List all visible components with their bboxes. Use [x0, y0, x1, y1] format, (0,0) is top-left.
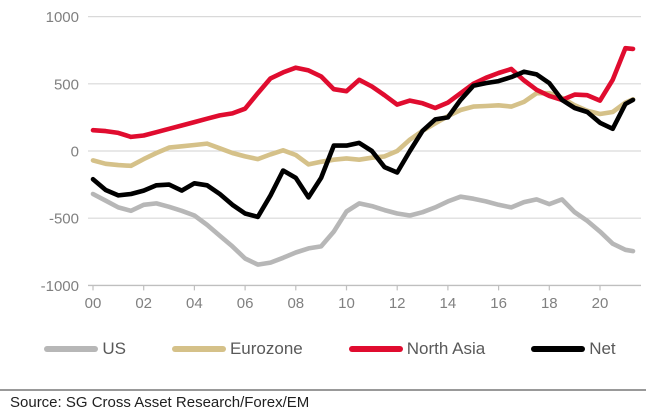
- y-tick-label: -1000: [41, 278, 79, 295]
- legend-label-north-asia: North Asia: [406, 339, 486, 358]
- y-tick-label: 1000: [46, 9, 79, 26]
- x-tick-label: 08: [287, 295, 304, 312]
- us-line-swatch: [44, 345, 99, 352]
- x-tick-label: 10: [338, 295, 355, 312]
- legend-label-us: US: [102, 339, 126, 358]
- x-tick-label: 06: [237, 295, 254, 312]
- x-tick-label: 04: [186, 295, 203, 312]
- source-divider: [0, 389, 646, 391]
- eurozone-line-swatch: [171, 345, 226, 352]
- x-tick-label: 14: [440, 295, 457, 312]
- legend-item-net: Net: [531, 339, 616, 358]
- legend-item-us: US: [44, 340, 126, 357]
- x-tick-label: 20: [592, 295, 609, 312]
- y-tick-label: -500: [49, 211, 79, 228]
- series-line-net: [90, 69, 636, 220]
- chart-legend: US Eurozone North Asia Net: [0, 340, 646, 357]
- source-text: Source: SG Cross Asset Research/Forex/EM: [10, 394, 310, 411]
- series-line-north-asia: [90, 45, 636, 140]
- x-tick-label: 18: [541, 295, 558, 312]
- north-asia-line-swatch: [348, 345, 403, 352]
- legend-item-eurozone: Eurozone: [171, 339, 303, 358]
- x-tick-label: 00: [85, 295, 102, 312]
- chart-svg: 1000 500 0 -500 -1000 00 02 04 06 08 10 12 14 16 18 20: [41, 9, 641, 312]
- legend-item-north-asia: North Asia: [348, 339, 486, 358]
- legend-label-net: Net: [589, 339, 616, 358]
- x-tick-label: 16: [490, 295, 507, 312]
- net-line-swatch: [531, 345, 586, 352]
- series-line-us: [90, 191, 636, 267]
- x-tick-label: 12: [389, 295, 406, 312]
- y-tick-label: 500: [54, 76, 79, 93]
- chart-area: 1000 500 0 -500 -1000 00 02 04 06 08 10 12 14 16 18 20: [41, 9, 641, 312]
- legend-label-eurozone: Eurozone: [229, 339, 303, 358]
- x-tick-label: 02: [135, 295, 152, 312]
- y-tick-label: 0: [71, 144, 79, 161]
